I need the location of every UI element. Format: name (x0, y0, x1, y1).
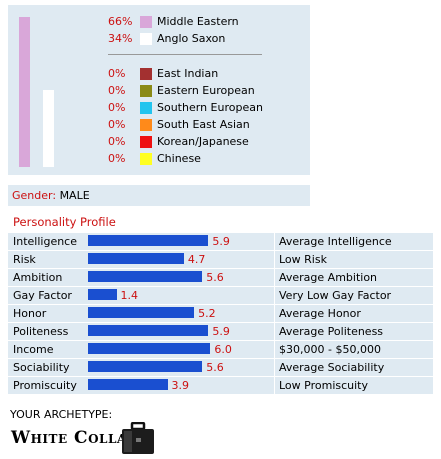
personality-row-divider (8, 286, 433, 287)
personality-value: 1.4 (120, 289, 139, 302)
personality-label: Ambition (13, 271, 63, 284)
personality-value: 5.9 (212, 325, 230, 338)
personality-description: Low Risk (274, 251, 327, 268)
personality-description: Average Intelligence (274, 233, 392, 250)
personality-row: Income 6.0 $30,000 - $50,000 (8, 341, 433, 358)
personality-label: Risk (13, 253, 36, 266)
gender-value: MALE (59, 189, 90, 202)
personality-row: Honor 5.2 Average Honor (8, 305, 433, 322)
personality-label: Intelligence (13, 235, 78, 248)
personality-row-divider (8, 340, 433, 341)
personality-row: Risk 4.7 Low Risk (8, 251, 433, 268)
ethnicity-swatch (140, 119, 152, 131)
personality-label: Honor (13, 307, 47, 320)
ethnicity-percent: 0% (108, 152, 126, 165)
ethnicity-percent: 0% (108, 118, 126, 131)
personality-profile-title: Personality Profile (13, 215, 116, 229)
personality-value: 5.6 (206, 361, 224, 374)
ethnicity-percent: 0% (108, 135, 126, 148)
personality-row-divider (8, 268, 433, 269)
personality-profile-chart (8, 233, 433, 394)
ethnicity-percent: 0% (108, 67, 126, 80)
ethnicity-name: South East Asian (157, 118, 250, 131)
ethnicity-swatch (140, 16, 152, 28)
personality-description: Average Sociability (274, 359, 384, 376)
personality-value: 5.2 (198, 307, 216, 320)
personality-row: Sociability 5.6 Average Sociability (8, 359, 433, 376)
ethnicity-swatch (140, 33, 152, 45)
ethnicity-swatch (140, 153, 152, 165)
ethnicity-name: Eastern European (157, 84, 255, 97)
personality-description: Very Low Gay Factor (274, 287, 391, 304)
personality-description: Average Politeness (274, 323, 383, 340)
ethnicity-percent: 0% (108, 84, 126, 97)
ethnicity-name: Southern European (157, 101, 263, 114)
personality-bar (88, 325, 209, 336)
ethnicity-name: Chinese (157, 152, 201, 165)
ethnicity-panel: 66% Middle Eastern 34% Anglo Saxon 0% East In… (8, 5, 310, 175)
ethnicity-percent: 66% (108, 15, 133, 28)
ethnicity-name: East Indian (157, 67, 219, 80)
ethnicity-swatch (140, 85, 152, 97)
ethnicity-swatch (140, 136, 152, 148)
ethnicity-bar-0 (19, 17, 30, 167)
archetype-label: YOUR ARCHETYPE: (10, 408, 113, 421)
personality-bar (88, 289, 117, 300)
ethnicity-swatch (140, 102, 152, 114)
personality-bar (88, 253, 184, 264)
personality-row-divider (8, 304, 433, 305)
personality-row: Gay Factor 1.4 Very Low Gay Factor (8, 287, 433, 304)
briefcase-icon (120, 421, 156, 459)
personality-bar (88, 271, 203, 282)
ethnicity-name: Korean/Japanese (157, 135, 249, 148)
personality-value: 6.0 (214, 343, 232, 356)
personality-value: 5.6 (206, 271, 224, 284)
personality-description: Average Honor (274, 305, 361, 322)
personality-bar (88, 379, 168, 390)
ethnicity-divider (108, 54, 262, 55)
personality-bar (88, 361, 203, 372)
personality-bar (88, 343, 211, 354)
ethnicity-name: Anglo Saxon (157, 32, 226, 45)
personality-description: Low Promiscuity (274, 377, 368, 394)
personality-label: Gay Factor (13, 289, 72, 302)
personality-description: Average Ambition (274, 269, 377, 286)
ethnicity-name: Middle Eastern (157, 15, 239, 28)
personality-row-divider (8, 250, 433, 251)
personality-description: $30,000 - $50,000 (274, 341, 381, 358)
ethnicity-swatch (140, 68, 152, 80)
personality-value: 3.9 (171, 379, 190, 392)
personality-row-divider (8, 376, 433, 377)
archetype-name: White Collar (11, 428, 138, 448)
personality-label: Politeness (13, 325, 69, 338)
ethnicity-percent: 0% (108, 101, 126, 114)
personality-row-divider (8, 322, 433, 323)
personality-label: Income (13, 343, 54, 356)
personality-label: Promiscuity (13, 379, 77, 392)
personality-row: Promiscuity 3.9 Low Promiscuity (8, 377, 433, 394)
personality-value: 4.7 (187, 253, 206, 266)
personality-row: Intelligence 5.9 Average Intelligence (8, 233, 433, 250)
personality-row: Ambition 5.6 Average Ambition (8, 269, 433, 286)
personality-row-divider (8, 358, 433, 359)
personality-bar (88, 307, 195, 318)
ethnicity-percent: 34% (108, 32, 133, 45)
personality-row: Politeness 5.9 Average Politeness (8, 323, 433, 340)
personality-label: Sociability (13, 361, 70, 374)
gender-label: Gender: (12, 189, 57, 202)
gender-panel: Gender: MALE (8, 185, 310, 206)
ethnicity-bar-1 (43, 89, 54, 167)
personality-value: 5.9 (212, 235, 230, 248)
personality-bar (88, 235, 209, 246)
